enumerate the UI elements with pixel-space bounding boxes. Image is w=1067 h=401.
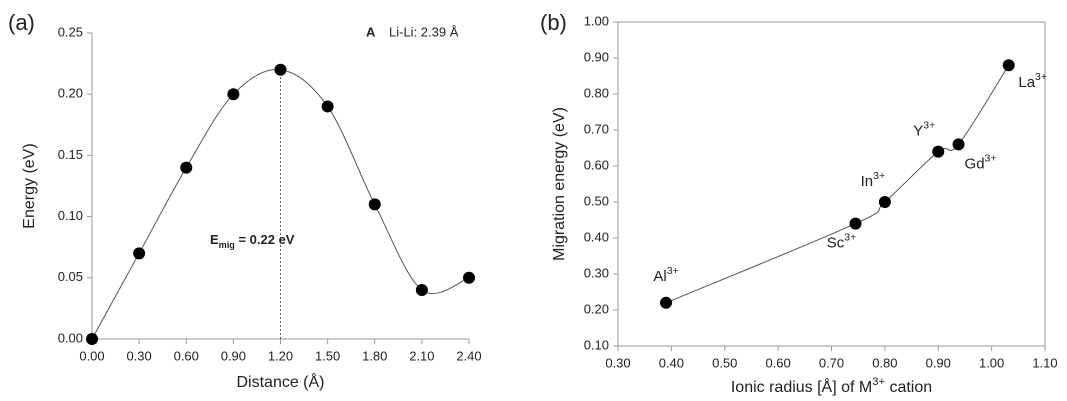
point-label: Sc3+ bbox=[827, 231, 857, 251]
point-label: Gd3+ bbox=[965, 152, 997, 172]
y-tick-label: 0.20 bbox=[58, 86, 83, 101]
data-point bbox=[849, 217, 862, 230]
data-point bbox=[878, 196, 891, 208]
point-label-part: Y bbox=[913, 123, 923, 140]
y-tick-label: 0.10 bbox=[58, 208, 83, 223]
data-point bbox=[932, 145, 945, 158]
y-tick-label: 0.25 bbox=[58, 24, 83, 39]
x-tick-label: 0.40 bbox=[659, 355, 684, 370]
data-point bbox=[463, 271, 475, 284]
y-tick-label: 0.15 bbox=[58, 147, 83, 162]
point-label: In3+ bbox=[861, 170, 886, 190]
y-axis-title: Migration energy (eV) bbox=[551, 107, 568, 261]
energy-label-part: E bbox=[210, 232, 219, 247]
data-point bbox=[274, 63, 287, 76]
x-axis-title: Distance (Å) bbox=[236, 372, 324, 391]
x-tick-label: 0.30 bbox=[605, 355, 630, 370]
y-tick-label: 0.70 bbox=[584, 121, 609, 136]
x-tick-label: 0.50 bbox=[712, 355, 737, 370]
data-point bbox=[368, 198, 381, 211]
x-tick-label: 0.30 bbox=[126, 348, 151, 363]
point-label-part: La bbox=[1018, 74, 1035, 91]
x-axis-title: Ionic radius [Å] of M3+ cation bbox=[731, 376, 932, 396]
y-tick-label: 1.00 bbox=[584, 13, 609, 28]
x-tick-label: 2.10 bbox=[409, 348, 434, 363]
point-label-part: In bbox=[861, 173, 874, 190]
point-label-part: 3+ bbox=[985, 152, 997, 164]
data-point bbox=[86, 333, 98, 345]
annotation-label: A bbox=[366, 24, 376, 39]
energy-label-part: = 0.22 eV bbox=[235, 232, 295, 247]
point-label: Al3+ bbox=[653, 265, 678, 285]
y-tick-label: 0.05 bbox=[58, 269, 83, 284]
data-point bbox=[227, 88, 240, 101]
point-label-part: Gd bbox=[965, 155, 985, 172]
x-tick-label: 0.60 bbox=[174, 348, 199, 363]
data-point bbox=[1002, 59, 1015, 72]
x-tick-label: 0.80 bbox=[872, 355, 897, 370]
y-tick-label: 0.40 bbox=[584, 229, 609, 244]
point-label-part: 3+ bbox=[667, 265, 679, 277]
data-point bbox=[321, 100, 334, 113]
data-point bbox=[133, 247, 146, 260]
x-axis-title-part: 3+ bbox=[872, 376, 885, 388]
x-tick-label: 1.80 bbox=[362, 348, 387, 363]
y-tick-label: 0.10 bbox=[584, 337, 609, 352]
x-tick-label: 1.50 bbox=[315, 348, 340, 363]
point-label: Y3+ bbox=[913, 119, 935, 139]
y-tick-label: 0.80 bbox=[584, 85, 609, 100]
panel-title: (b) bbox=[540, 10, 567, 35]
y-tick-label: 0.50 bbox=[584, 193, 609, 208]
y-tick-label: 0.90 bbox=[584, 49, 609, 64]
x-tick-label: 0.90 bbox=[926, 355, 951, 370]
data-point bbox=[952, 138, 965, 151]
plot-frame bbox=[617, 21, 1046, 347]
y-tick-label: 0.30 bbox=[584, 265, 609, 280]
x-tick-label: 0.70 bbox=[819, 355, 844, 370]
annotation-text: Li-Li: 2.39 Å bbox=[389, 24, 459, 39]
y-tick-label: 0.60 bbox=[584, 157, 609, 172]
data-point bbox=[415, 284, 428, 297]
point-label-part: Al bbox=[653, 268, 666, 285]
x-tick-label: 0.60 bbox=[765, 355, 790, 370]
data-point bbox=[180, 161, 193, 174]
point-label-part: 3+ bbox=[1035, 71, 1047, 83]
data-point bbox=[660, 296, 673, 309]
x-axis-title-part: cation bbox=[885, 379, 932, 396]
x-tick-label: 1.10 bbox=[1032, 355, 1057, 370]
point-label-part: 3+ bbox=[873, 170, 885, 182]
x-tick-label: 1.00 bbox=[979, 355, 1004, 370]
energy-label: Emig = 0.22 eV bbox=[210, 232, 295, 250]
point-label-part: 3+ bbox=[844, 231, 856, 243]
panel-title: (a) bbox=[8, 10, 35, 35]
x-tick-label: 0.00 bbox=[79, 348, 104, 363]
y-tick-label: 0.20 bbox=[584, 301, 609, 316]
y-tick-label: 0.00 bbox=[58, 330, 83, 345]
x-tick-label: 1.20 bbox=[268, 348, 293, 363]
energy-label-part: mig bbox=[219, 240, 235, 250]
y-axis-title: Energy (eV) bbox=[21, 143, 38, 228]
x-tick-label: 0.90 bbox=[221, 348, 246, 363]
x-axis-title-part: Ionic radius [Å] of M bbox=[731, 377, 872, 396]
point-label-part: Sc bbox=[827, 235, 845, 252]
x-tick-label: 2.40 bbox=[456, 348, 481, 363]
point-label-part: 3+ bbox=[923, 119, 935, 131]
data-line bbox=[665, 64, 1010, 304]
point-label: La3+ bbox=[1018, 71, 1047, 91]
